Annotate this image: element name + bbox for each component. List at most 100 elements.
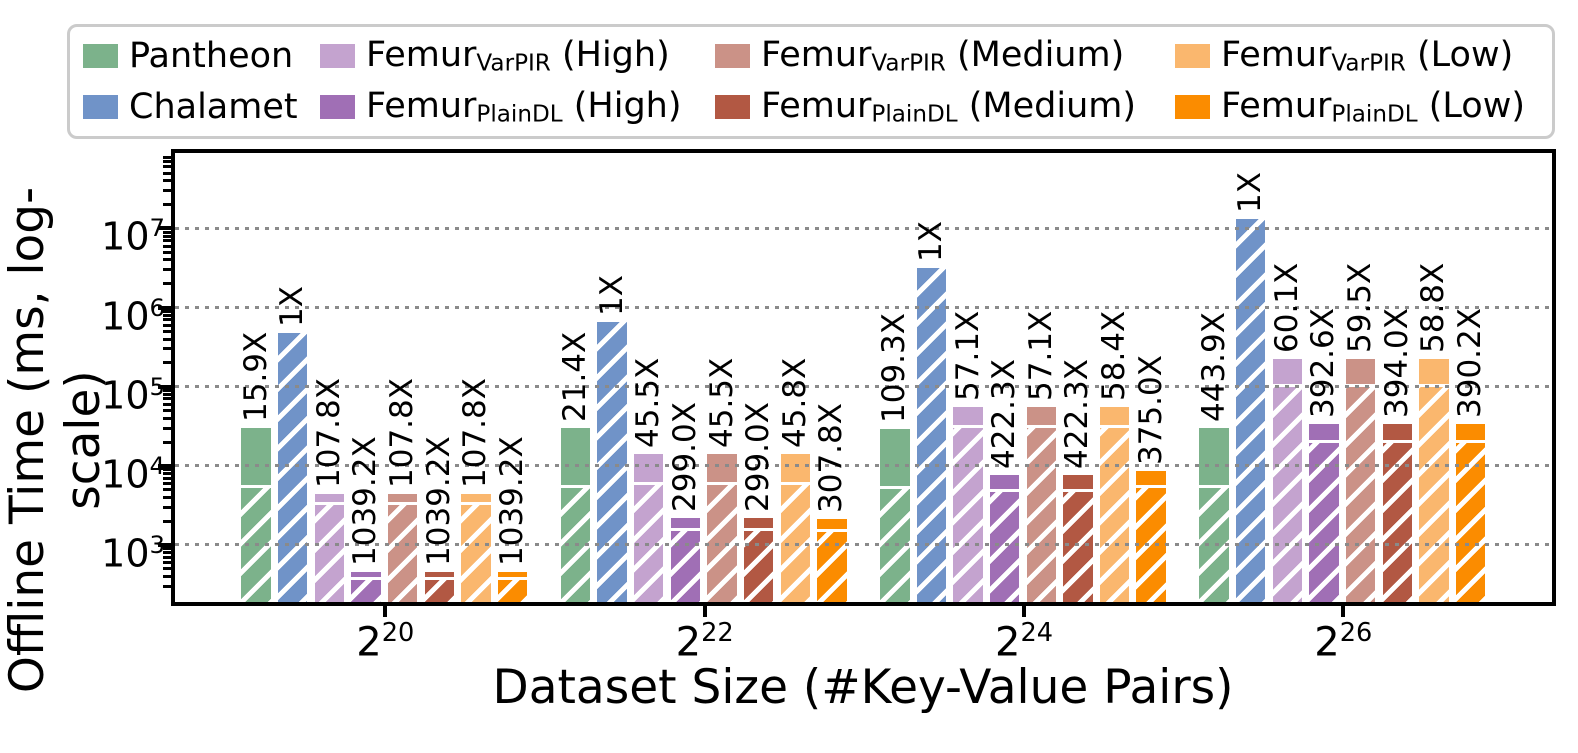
bar-solid-cap — [1419, 358, 1449, 387]
bar-solid-cap — [314, 493, 345, 505]
legend-label: FemurVarPIR (Medium) — [761, 35, 1125, 78]
y-tick-label: 105 — [101, 372, 165, 418]
y-major-tick — [158, 305, 171, 310]
y-minor-tick — [163, 392, 171, 396]
legend-label: Pantheon — [129, 36, 294, 77]
bar-value-text: 15.9X — [237, 331, 274, 422]
bar-solid-cap — [1199, 428, 1229, 489]
y-minor-tick — [163, 560, 171, 564]
bar — [387, 493, 418, 602]
bar-solid-cap — [743, 518, 774, 532]
y-minor-tick — [163, 555, 171, 559]
y-tick-label: 104 — [101, 451, 165, 497]
bar-value-text: 392.6X — [1305, 307, 1342, 418]
y-minor-tick — [163, 268, 171, 272]
bar — [1345, 359, 1376, 602]
bar — [560, 427, 591, 602]
bar-solid-cap — [1309, 423, 1339, 443]
x-tick-label: 226 — [1314, 618, 1373, 666]
bar-value-text: 58.8X — [1415, 262, 1452, 353]
bar-solid-cap — [880, 428, 910, 489]
y-major-tick — [158, 384, 171, 389]
bar — [743, 518, 774, 602]
bar-value-text: 109.3X — [876, 312, 913, 423]
bar-value-text: 299.0X — [740, 402, 777, 513]
bar — [670, 518, 701, 602]
bar — [277, 332, 308, 602]
y-minor-tick — [163, 505, 171, 509]
y-minor-tick — [163, 402, 171, 406]
y-minor-tick — [163, 488, 171, 492]
legend-label: FemurVarPIR (High) — [366, 35, 670, 78]
bar — [633, 453, 664, 602]
y-minor-tick — [163, 258, 171, 262]
y-minor-tick — [163, 426, 171, 430]
legend-item: FemurVarPIR (Medium) — [715, 35, 1175, 77]
bar-value-text: 1X — [1232, 171, 1269, 213]
y-minor-tick — [163, 347, 171, 351]
legend-label: FemurPlainDL (Low) — [1221, 85, 1525, 128]
bar-solid-cap — [817, 519, 847, 533]
bar-value-text: 57.1X — [1022, 310, 1059, 401]
bar — [1272, 359, 1303, 602]
legend-item: Chalamet — [83, 87, 320, 127]
legend-item: FemurPlainDL (High) — [320, 86, 715, 128]
bar — [351, 571, 381, 602]
bar-solid-cap — [989, 475, 1020, 493]
bar-value-text: 375.0X — [1132, 355, 1169, 466]
y-minor-tick — [163, 551, 171, 555]
bar-solid-cap — [497, 571, 528, 580]
bar-solid-cap — [1063, 475, 1093, 493]
y-minor-tick — [163, 230, 171, 234]
bar — [1235, 218, 1266, 602]
bar-value-text: 45.5X — [703, 357, 740, 448]
legend-swatch — [83, 44, 118, 69]
y-minor-tick — [163, 567, 171, 571]
y-tick-label: 103 — [101, 530, 165, 576]
bar-value-text: 107.8X — [384, 377, 421, 488]
bar-solid-cap — [1345, 359, 1376, 388]
legend-label: FemurPlainDL (Medium) — [761, 85, 1137, 128]
bar-solid-cap — [560, 427, 591, 488]
y-minor-tick — [163, 481, 171, 485]
bar-value-text: 422.3X — [986, 359, 1023, 470]
legend-label: FemurPlainDL (High) — [366, 85, 682, 128]
bar — [597, 322, 627, 602]
gridline — [175, 543, 1552, 547]
bar-solid-cap — [387, 493, 418, 505]
bar-solid-cap — [670, 518, 701, 532]
bar-value-text: 394.0X — [1378, 308, 1415, 418]
bar-solid-cap — [707, 453, 737, 485]
bar — [241, 427, 271, 602]
legend-item: FemurPlainDL (Low) — [1175, 86, 1552, 128]
bar-value-text: 1039.2X — [494, 435, 531, 566]
bar-value-text: 60.1X — [1268, 263, 1305, 354]
x-tick-label: 222 — [675, 618, 734, 666]
y-minor-tick — [163, 234, 171, 238]
y-minor-tick — [163, 239, 171, 243]
y-major-tick — [158, 542, 171, 547]
legend-swatch — [320, 44, 355, 69]
bar — [989, 475, 1020, 602]
bar — [780, 453, 811, 602]
y-minor-tick — [163, 519, 171, 523]
bar-value-text: 45.5X — [630, 357, 667, 448]
y-minor-tick — [163, 416, 171, 420]
bar — [1136, 471, 1166, 602]
y-minor-tick — [163, 495, 171, 499]
bar-value-text: 422.3X — [1059, 359, 1096, 470]
bar-value-text: 307.8X — [813, 403, 850, 514]
legend-swatch — [320, 94, 355, 119]
bar — [1063, 475, 1093, 602]
y-minor-tick — [163, 155, 171, 159]
gridline — [175, 464, 1552, 468]
y-major-tick — [158, 226, 171, 231]
legend-label: FemurVarPIR (Low) — [1221, 35, 1514, 78]
x-major-tick — [1341, 605, 1346, 617]
bar — [1309, 423, 1339, 602]
bar — [916, 267, 947, 602]
y-tick-label: 107 — [101, 213, 165, 260]
x-axis-title: Dataset Size (#Key-Value Pairs) — [492, 660, 1234, 715]
bar-solid-cap — [351, 571, 381, 580]
